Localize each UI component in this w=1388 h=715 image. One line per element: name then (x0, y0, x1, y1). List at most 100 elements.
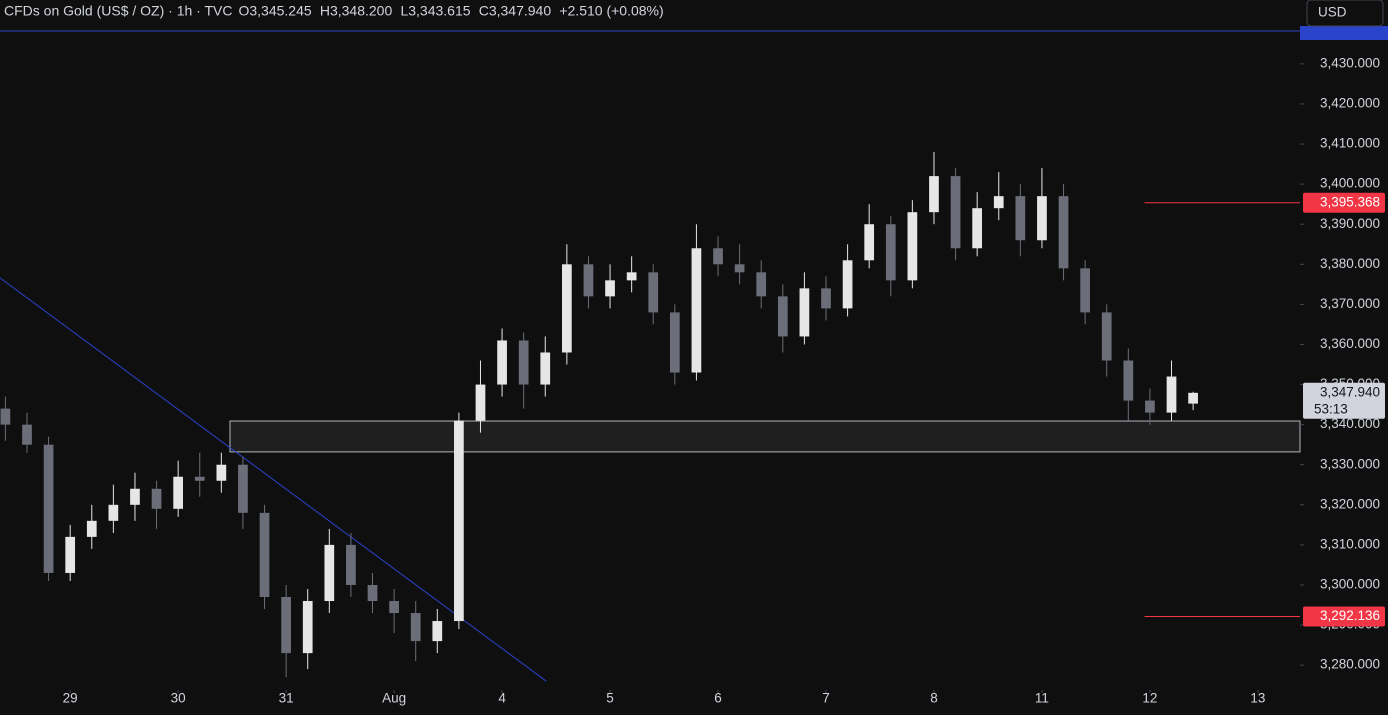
candle-body (22, 424, 32, 445)
x-tick-label: 8 (930, 691, 938, 706)
candle-body (259, 512, 270, 598)
candle-body (302, 601, 313, 654)
x-tick-label: 12 (1142, 691, 1157, 706)
candle-body (756, 272, 767, 297)
candle-body (583, 264, 594, 297)
y-tick-label: 3,320.000 (1320, 496, 1380, 511)
level-tag (1303, 192, 1385, 213)
currency-label[interactable]: USD (1318, 5, 1347, 20)
ohlc-label: C3,347.940 (479, 3, 552, 19)
candle-body (130, 488, 140, 505)
ohlc-label: L3,343.615 (400, 3, 470, 19)
x-tick-label: 30 (171, 691, 186, 706)
candle-body (389, 601, 399, 614)
candle-body (799, 288, 810, 337)
candle-body (151, 488, 162, 509)
x-tick-label: Aug (382, 691, 406, 706)
candle-body (410, 613, 421, 642)
ohlc-label: H3,348.200 (320, 3, 393, 19)
candle-body (734, 264, 745, 273)
candle-body (1188, 392, 1198, 404)
candle-body (346, 544, 356, 585)
level-label: 3,292.136 (1320, 608, 1380, 623)
y-tick-label: 3,360.000 (1320, 336, 1380, 351)
candle-body (367, 584, 378, 602)
candle-body (65, 536, 76, 573)
y-tick-label: 3,420.000 (1320, 96, 1380, 111)
candle-body (1101, 312, 1112, 361)
x-tick-label: 29 (63, 691, 78, 706)
candle-body (713, 248, 723, 265)
level-label: 3,395.368 (1320, 194, 1380, 209)
candle-body (43, 444, 54, 573)
candle-body (238, 464, 248, 513)
candle-body (1123, 360, 1134, 401)
candle-body (993, 196, 1004, 209)
y-tick-label: 3,340.000 (1320, 416, 1380, 431)
candle-body (821, 288, 831, 309)
y-tick-label: 3,390.000 (1320, 216, 1380, 231)
candle-body (1015, 196, 1026, 241)
x-tick-label: 31 (279, 691, 294, 706)
price-label: 3,347.940 (1320, 384, 1380, 399)
candle-body (562, 264, 572, 353)
ohlc-label: O3,345.245 (238, 3, 311, 19)
price-countdown: 53:13 (1314, 401, 1348, 416)
zone (229, 420, 1301, 453)
y-tick-label: 3,380.000 (1320, 256, 1380, 271)
candle-body (691, 248, 702, 373)
candle-body (86, 520, 97, 537)
candle-body (626, 272, 637, 281)
candle-body (972, 208, 983, 249)
candle-body (108, 504, 119, 521)
candle-body (497, 340, 507, 385)
candle-body (669, 312, 680, 373)
candle-body (475, 384, 486, 421)
ohlc-label: +2.510 (+0.08%) (559, 3, 663, 19)
candle-body (1166, 376, 1177, 413)
y-tick-label: 3,370.000 (1320, 296, 1380, 311)
y-tick-label: 3,300.000 (1320, 577, 1380, 592)
trendline (0, 277, 547, 682)
level-tag (1303, 606, 1385, 627)
x-tick-label: 4 (498, 691, 506, 706)
y-tick-label: 3,400.000 (1320, 176, 1380, 191)
candle-body (1145, 400, 1155, 413)
y-tick-label: 3,330.000 (1320, 456, 1380, 471)
currency-button[interactable] (1306, 0, 1384, 27)
candle-body (454, 420, 464, 622)
candle-body (216, 464, 227, 481)
candle-body (194, 476, 205, 481)
candle-body (950, 176, 961, 249)
candle-body (864, 224, 875, 261)
candle-body (518, 340, 529, 385)
top-level-tag (1300, 26, 1388, 40)
candle-body (173, 476, 184, 509)
x-tick-label: 7 (822, 691, 830, 706)
x-tick-label: 11 (1035, 691, 1049, 706)
candle-body (907, 212, 918, 281)
candle-body (842, 260, 853, 309)
y-tick-label: 3,430.000 (1320, 55, 1380, 70)
price-tag (1303, 382, 1385, 419)
candle-body (324, 544, 335, 602)
y-tick-label: 3,280.000 (1320, 657, 1380, 672)
candle-body (1080, 268, 1090, 313)
x-tick-label: 13 (1250, 691, 1265, 706)
candle-body (648, 272, 659, 313)
x-tick-label: 5 (606, 691, 614, 706)
chart-title: CFDs on Gold (US$ / OZ) · 1h · TVC (4, 3, 232, 19)
y-tick-label: 3,410.000 (1320, 136, 1380, 151)
candle-body (281, 597, 291, 654)
candle-body (1037, 196, 1047, 241)
candle-body (432, 621, 443, 642)
y-tick-label: 3,310.000 (1320, 536, 1380, 551)
candle-body (605, 280, 615, 297)
candle-body (777, 296, 788, 337)
candle-body (540, 352, 551, 385)
candle-body (885, 224, 896, 281)
x-tick-label: 6 (714, 691, 722, 706)
candle-body (929, 176, 939, 213)
